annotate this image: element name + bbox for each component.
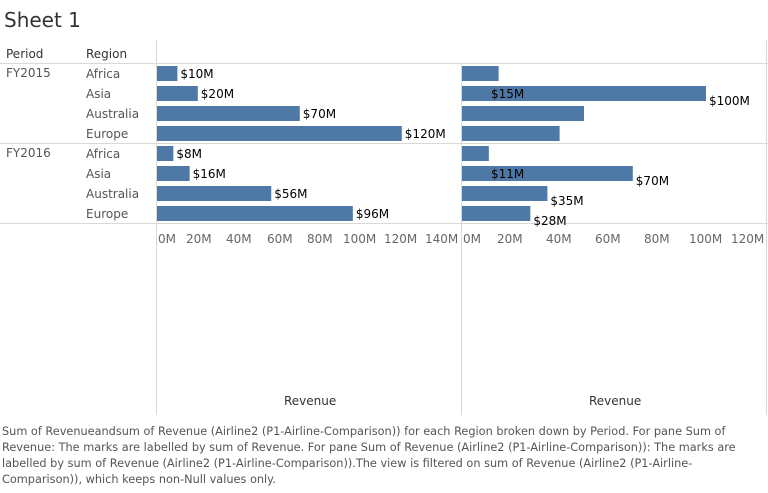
- x-tick-label: 0M: [463, 232, 481, 246]
- region-label: Europe: [86, 207, 129, 221]
- region-label: Africa: [86, 147, 121, 161]
- x-tick-label: 120M: [384, 232, 418, 246]
- chart-caption: Sum of Revenueandsum of Revenue (Airline…: [2, 425, 736, 486]
- bar-value-label: $10M: [180, 67, 213, 81]
- bar: [462, 166, 633, 181]
- bar: [462, 186, 548, 201]
- bar: [462, 106, 584, 121]
- bar: [157, 166, 190, 181]
- bar: [157, 186, 272, 201]
- bar-value-label: $8M: [176, 147, 202, 161]
- region-header: Region: [86, 47, 128, 61]
- bar-value-label: $20M: [201, 87, 234, 101]
- region-label: Africa: [86, 67, 121, 81]
- bar: [157, 146, 174, 161]
- rows-bottom-divider: [0, 223, 768, 224]
- x-tick-label: 0M: [158, 232, 176, 246]
- bar: [462, 126, 560, 141]
- bar-value-label: $96M: [356, 207, 389, 221]
- region-label: Asia: [86, 167, 112, 181]
- header-divider: [0, 63, 768, 64]
- bar: [157, 206, 353, 221]
- bar-value-label: $15M: [491, 87, 524, 101]
- period-label: FY2016: [6, 146, 51, 160]
- bar-value-label: $70M: [303, 107, 336, 121]
- region-label: Europe: [86, 127, 129, 141]
- x-tick-label: 120M: [731, 232, 765, 246]
- bar-value-label: $120M: [405, 127, 446, 141]
- bar: [157, 66, 178, 81]
- x-tick-label: 40M: [546, 232, 572, 246]
- pane-divider: [461, 63, 462, 415]
- bar: [157, 106, 300, 121]
- bar-value-label: $16M: [193, 167, 226, 181]
- pane-left-border: [156, 40, 157, 415]
- x-tick-label: 100M: [343, 232, 377, 246]
- bar-value-label: $35M: [550, 194, 583, 208]
- bar-value-label: $56M: [274, 187, 307, 201]
- period-label: FY2015: [6, 66, 51, 80]
- bar: [157, 86, 198, 101]
- x-tick-label: 100M: [689, 232, 723, 246]
- sheet-title: Sheet 1: [4, 8, 81, 32]
- bar: [462, 66, 499, 81]
- x-tick-label: 20M: [497, 232, 523, 246]
- period-header: Period: [6, 47, 44, 61]
- x-tick-label: 60M: [267, 232, 293, 246]
- period-divider: [0, 143, 768, 144]
- bar: [462, 86, 706, 101]
- bar: [462, 206, 531, 221]
- region-label: Australia: [86, 107, 140, 121]
- x-tick-label: 80M: [644, 232, 670, 246]
- bar-value-label: $11M: [491, 167, 524, 181]
- x-tick-label: 140M: [425, 232, 459, 246]
- x-tick-label: 20M: [186, 232, 212, 246]
- bar-value-label: $28M: [533, 214, 566, 228]
- bar: [157, 126, 402, 141]
- x-axis-title: Revenue: [284, 394, 337, 408]
- bar-value-label: $70M: [636, 174, 669, 188]
- x-tick-label: 60M: [595, 232, 621, 246]
- region-label: Asia: [86, 87, 112, 101]
- region-label: Australia: [86, 187, 140, 201]
- x-tick-label: 80M: [307, 232, 333, 246]
- pane-right-border: [766, 40, 767, 415]
- x-tick-label: 40M: [226, 232, 252, 246]
- bar-value-label: $100M: [709, 94, 750, 108]
- x-axis-title: Revenue: [589, 394, 642, 408]
- bar: [462, 146, 489, 161]
